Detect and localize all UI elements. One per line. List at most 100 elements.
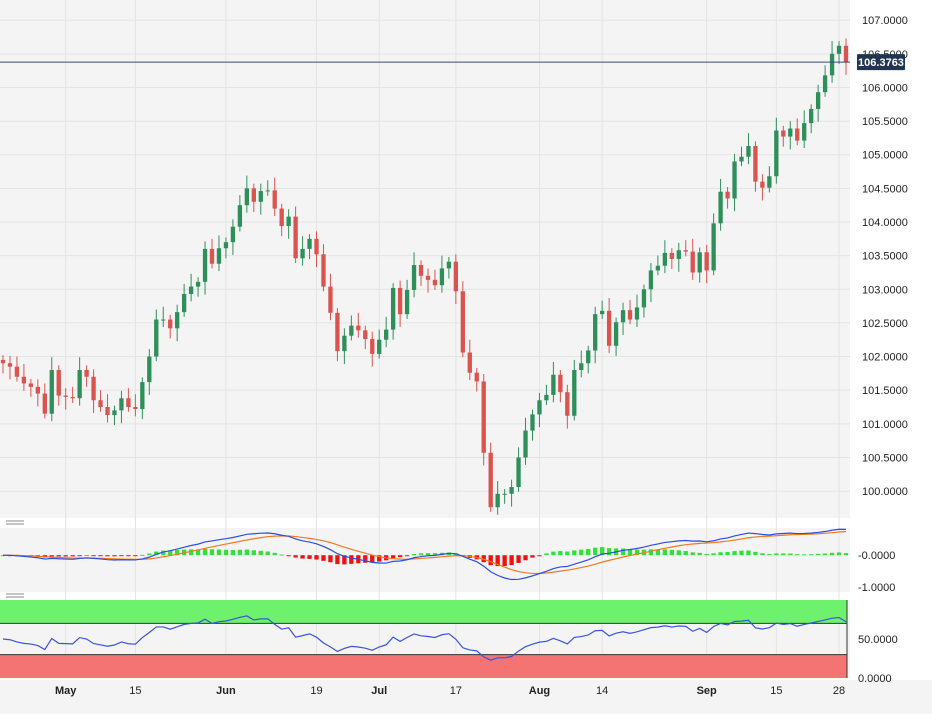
candle-body (697, 252, 702, 273)
panel-resize-handle[interactable] (6, 520, 24, 525)
candle-body (286, 216, 291, 227)
candle-body (822, 75, 828, 93)
candle-body (593, 314, 598, 351)
macd-histogram-bar (704, 553, 709, 556)
macd-histogram-bar (488, 555, 493, 566)
rsi-bands (0, 600, 848, 678)
macd-histogram-bar (781, 553, 786, 556)
candle-body (809, 108, 814, 124)
macd-histogram-bar (732, 551, 737, 556)
price-tick-label: 104.5000 (862, 183, 908, 195)
macd-histogram-bar (112, 555, 117, 557)
macd-histogram-bar (363, 555, 368, 563)
panel-resize-handle[interactable] (6, 593, 24, 598)
candle-body (669, 252, 674, 259)
macd-histogram-bar (195, 549, 201, 556)
macd-histogram-bar (711, 553, 716, 556)
x-tick-label: 19 (310, 685, 322, 697)
macd-histogram-bar (84, 555, 89, 557)
macd-histogram-bar (495, 555, 500, 567)
macd-histogram-bar (683, 550, 688, 556)
macd-histogram-bar (349, 555, 354, 564)
candle-body (836, 45, 842, 54)
candle-body (732, 161, 737, 199)
macd-histogram-bar (829, 552, 835, 556)
candle-body (425, 275, 431, 280)
rsi-line (2, 615, 847, 661)
candle-body (35, 386, 40, 394)
macd-histogram-bar (739, 550, 744, 556)
x-tick-label: 28 (833, 685, 845, 697)
macd-histogram-bar (244, 549, 250, 556)
candle-body (446, 261, 452, 269)
candle-body (488, 452, 493, 508)
candle-body (133, 407, 138, 410)
macd-histogram-bar (119, 555, 124, 557)
candle-body (188, 286, 194, 294)
candle-body (718, 191, 723, 224)
candle-body (760, 181, 765, 188)
candle-body (641, 289, 647, 308)
macd-histogram-bar (558, 551, 563, 556)
macd-histogram-bar (648, 549, 654, 556)
candle-body (725, 191, 730, 199)
candle-body (42, 393, 47, 414)
macd-histogram-bar (662, 549, 668, 556)
macd-histogram-bar (168, 550, 173, 556)
candle-body (843, 45, 849, 63)
candle-body (140, 382, 145, 410)
macd-histogram-bar (718, 552, 723, 556)
price-tick-label: 102.5000 (862, 318, 908, 330)
macd-histogram-bar (523, 555, 528, 561)
macd-histogram-bar (767, 554, 772, 556)
candle-body (815, 92, 821, 109)
candle-body (474, 372, 479, 382)
candle-body (460, 291, 465, 353)
macd-histogram-bar (425, 553, 431, 556)
candle-body (21, 376, 27, 384)
candle-body (237, 205, 243, 227)
candle-body (112, 410, 117, 416)
candle-body (509, 487, 514, 494)
macd-histogram-bar (404, 555, 410, 557)
candle-body (502, 493, 507, 495)
candle-body (56, 370, 61, 396)
price-tick-label: 105.0000 (862, 150, 908, 162)
candle-body (662, 252, 668, 266)
candle-body (397, 287, 403, 315)
macd-histogram-bar (307, 555, 312, 559)
macd-histogram-bar (342, 555, 347, 565)
candle-body (390, 287, 396, 330)
macd-histogram-bar (634, 549, 640, 556)
candle-body (349, 325, 354, 336)
rsi-tick-label: 50.0000 (858, 634, 898, 646)
candle-body (377, 339, 382, 354)
price-tick-label: 107.0000 (862, 15, 908, 27)
macd-histogram-bar (300, 555, 305, 559)
macd-histogram-bar (822, 553, 828, 556)
candle-body (300, 248, 305, 259)
candle-body (91, 376, 96, 401)
macd-histogram-bar (565, 551, 570, 556)
candle-body (795, 128, 800, 141)
candle-body (49, 370, 54, 414)
candle-body (634, 307, 640, 320)
candle-body (418, 265, 424, 276)
grid-layer (0, 0, 850, 678)
candle-body (829, 53, 835, 76)
candle-body (551, 374, 556, 395)
candle-body (175, 312, 180, 329)
macd-histogram-bar (551, 551, 556, 556)
macd-histogram-bar (502, 555, 507, 567)
macd-histogram-bar (690, 552, 695, 556)
candle-body (384, 329, 389, 340)
macd-histogram-bar (202, 548, 208, 556)
candle-body (753, 145, 758, 182)
candle-body (7, 363, 13, 367)
macd-histogram-bar (760, 553, 765, 556)
candle-body (690, 251, 695, 273)
macd-histogram-bar (620, 548, 626, 556)
last-price-tag (857, 54, 905, 71)
macd-histogram-bar (314, 555, 319, 560)
macd-histogram-bar (815, 553, 821, 556)
